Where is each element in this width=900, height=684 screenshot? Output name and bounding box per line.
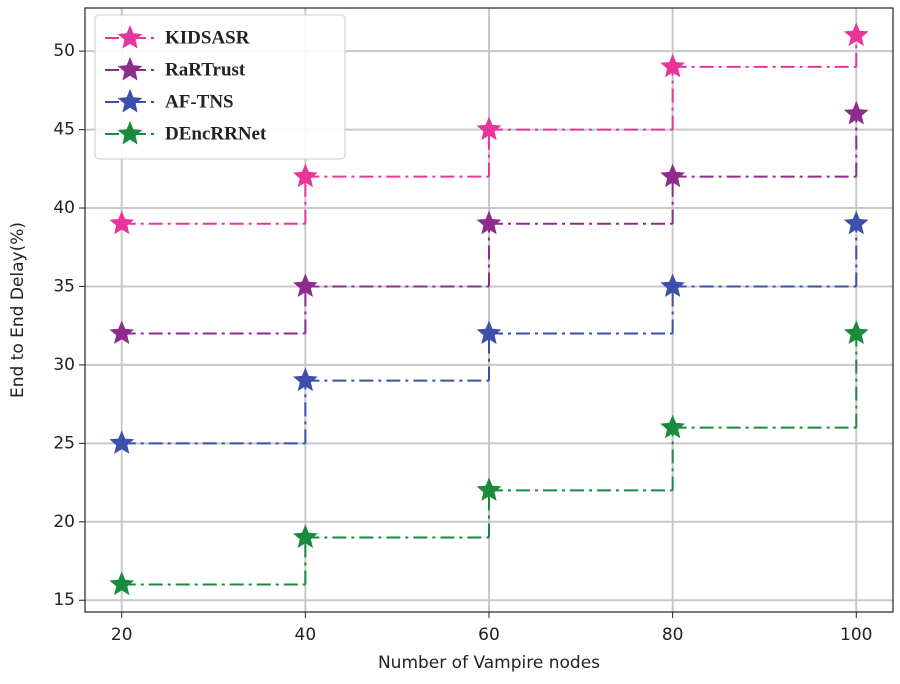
marker [476, 210, 502, 235]
marker [293, 524, 318, 548]
legend-label: DEncRRNet [165, 123, 267, 144]
marker [476, 116, 502, 141]
marker [293, 367, 318, 392]
legend-label: KIDSASR [165, 27, 250, 48]
plot-frame [84, 7, 894, 613]
marker [293, 163, 318, 188]
y-axis-label: End to End Delay(%) [8, 222, 28, 398]
marker [109, 210, 135, 235]
x-tick-label: 40 [295, 625, 317, 645]
x-axis-label: Number of Vampire nodes [378, 653, 600, 673]
marker [660, 273, 685, 297]
y-tick-label: 30 [53, 355, 75, 375]
marker [109, 430, 135, 454]
marker [843, 320, 869, 344]
marker [660, 53, 685, 78]
legend-marker [117, 121, 143, 145]
marker [843, 100, 869, 125]
marker [476, 477, 502, 501]
marker [660, 414, 685, 439]
y-tick-label: 15 [53, 590, 75, 610]
legend-marker [117, 89, 143, 113]
y-tick-label: 40 [53, 198, 75, 218]
legend-label: RaRTrust [165, 59, 246, 80]
x-tick-label: 80 [662, 625, 684, 645]
legend-label: AF-TNS [165, 91, 234, 112]
x-tick-label: 60 [478, 625, 500, 645]
x-tick-label: 20 [111, 625, 133, 645]
legend-box [94, 14, 346, 160]
y-tick-label: 50 [53, 41, 75, 61]
y-tick-label: 20 [53, 512, 75, 532]
marker [109, 320, 135, 344]
marker [660, 163, 685, 188]
y-tick-label: 35 [53, 276, 75, 296]
x-tick-label: 100 [840, 625, 872, 645]
y-tick-label: 25 [53, 433, 75, 453]
marker [476, 320, 502, 344]
legend-marker [117, 25, 143, 49]
legend-marker [117, 57, 143, 81]
marker [109, 571, 135, 596]
y-tick-label: 45 [53, 120, 75, 140]
marker [843, 22, 869, 46]
marker [293, 273, 318, 297]
marker [843, 210, 869, 235]
